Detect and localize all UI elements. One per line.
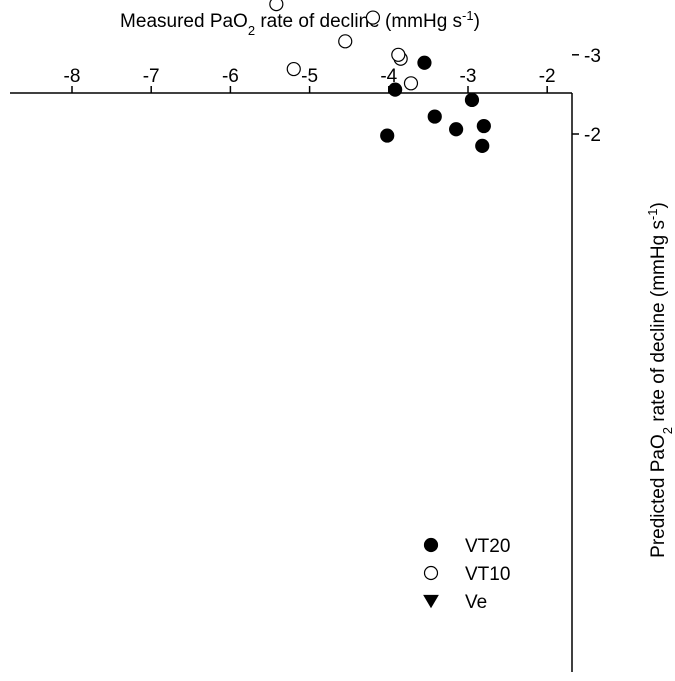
y-tick-label: -2 [584,125,601,146]
legend-label-vt10: VT10 [465,564,510,585]
data-point-vt10 [338,34,353,49]
y-axis-title: Predicted PaO2 rate of decline (mmHg s-1… [645,202,675,558]
legend-label-vt20: VT20 [465,536,510,557]
legend-label-ve: Ve [465,592,487,613]
x-axis-title: Measured PaO2 rate of decline (mmHg s-1) [120,8,480,38]
legend-marker-vt20 [423,537,439,553]
x-tick-label: -7 [143,66,160,87]
x-tick-label: -8 [64,66,81,87]
data-point-vt20 [388,82,403,97]
data-point-vt20 [380,128,395,143]
x-tick-label: -4 [380,66,397,87]
axes: -8-7-6-5-4-3-2-2-3-4-5-6-7-8 [10,46,601,672]
data-point-vt20 [475,138,490,153]
x-tick-label: -2 [539,66,556,87]
legend: VT20 VT10 Ve [423,536,510,613]
data-point-vt10 [391,47,406,62]
data-point-vt10 [269,0,284,12]
legend-marker-vt10 [423,565,439,581]
data-point-vt10 [403,76,419,91]
data-point-vt20 [427,109,442,124]
data-point-vt20 [476,118,491,134]
data-point-vt20 [449,122,464,137]
data-points [269,0,491,153]
data-point-vt20 [464,92,480,108]
data-point-vt10 [365,10,381,25]
legend-marker-ve [423,594,439,609]
x-tick-label: -6 [222,66,239,87]
x-tick-label: -3 [460,66,477,87]
data-point-vt10 [286,61,301,77]
data-point-vt20 [417,55,432,70]
y-tick-label: -3 [584,46,601,67]
x-tick-label: -5 [301,66,318,87]
